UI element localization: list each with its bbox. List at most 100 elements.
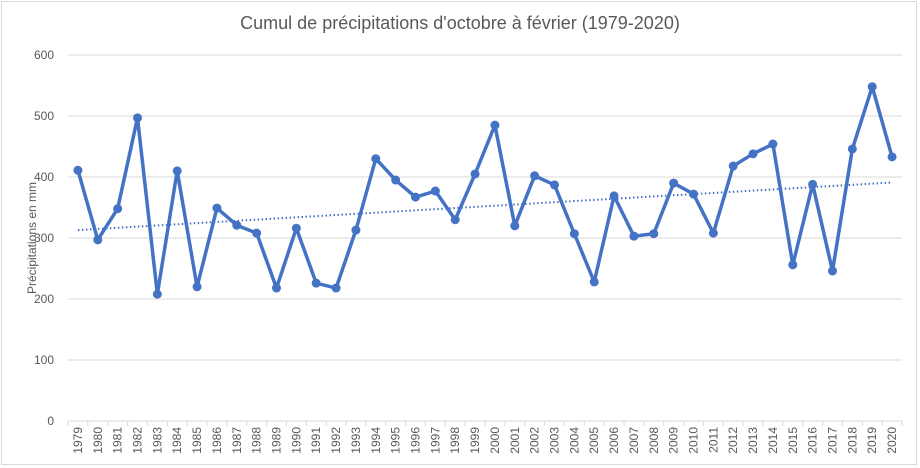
data-point	[748, 149, 758, 159]
data-point	[93, 235, 103, 245]
x-tick-label: 2015	[786, 427, 800, 454]
x-tick-label: 2019	[865, 427, 879, 454]
y-tick-label: 600	[34, 48, 54, 62]
data-point	[669, 178, 679, 188]
x-tick-label: 2007	[627, 427, 641, 454]
y-tick-labels: 0 100 200 300 400 500 600	[34, 48, 54, 428]
data-point	[450, 215, 460, 225]
data-point	[212, 203, 222, 213]
data-point	[272, 283, 281, 293]
x-tick-label: 1999	[468, 427, 482, 454]
data-point	[629, 231, 639, 241]
data-point	[609, 191, 619, 201]
data-point	[867, 82, 877, 92]
x-tick-label: 1991	[309, 427, 323, 454]
data-point	[133, 113, 142, 123]
data-point	[311, 278, 321, 288]
x-tick-label: 1983	[150, 427, 164, 454]
x-tick-label: 2001	[508, 427, 522, 454]
data-point	[371, 154, 381, 164]
x-tick-label: 2020	[885, 427, 899, 454]
data-point	[252, 228, 262, 238]
y-tick-label: 400	[34, 170, 54, 184]
x-tick-label: 2016	[806, 427, 820, 454]
data-point	[530, 171, 540, 181]
y-tick-label: 200	[34, 292, 54, 306]
x-tick-label: 1984	[170, 427, 184, 454]
data-point	[152, 289, 162, 299]
data-point	[550, 180, 559, 190]
x-tick-label: 1993	[349, 427, 363, 454]
chart-title: Cumul de précipitations d'octobre à févr…	[240, 13, 680, 33]
x-tick-label: 2004	[567, 427, 581, 454]
x-tick-label: 2006	[607, 427, 621, 454]
x-tick-label: 2000	[488, 427, 502, 454]
data-point	[172, 166, 182, 176]
data-point	[808, 179, 818, 189]
series-group	[73, 82, 897, 299]
y-axis-label: Précipitations en mm	[25, 182, 39, 294]
x-tick-label: 1996	[409, 427, 423, 454]
x-tick-label: 2005	[587, 427, 601, 454]
data-point	[828, 266, 837, 276]
y-tick-label: 500	[34, 109, 54, 123]
data-point	[411, 192, 420, 202]
data-point	[73, 165, 83, 175]
x-tick-label: 2003	[548, 427, 562, 454]
data-point	[391, 175, 401, 185]
x-tick-label: 1982	[131, 427, 145, 454]
data-point	[490, 120, 500, 130]
data-point	[788, 260, 798, 270]
data-point	[847, 144, 857, 154]
y-tick-label: 100	[34, 353, 54, 367]
y-tick-label: 300	[34, 231, 54, 245]
x-tick-label: 1988	[250, 427, 264, 454]
x-tick-label: 1981	[111, 427, 125, 454]
data-point	[569, 229, 579, 239]
data-point	[728, 161, 738, 171]
x-tick-label: 1995	[389, 427, 403, 454]
x-tick-label: 1992	[329, 427, 343, 454]
trendline-group	[77, 181, 893, 232]
x-tick-label: 2017	[826, 427, 840, 454]
data-point	[887, 152, 897, 162]
data-point	[589, 277, 599, 287]
data-point	[430, 186, 440, 196]
data-point	[689, 189, 698, 199]
x-tick-label: 1989	[270, 427, 284, 454]
x-tick-label: 2011	[706, 427, 720, 453]
gridlines	[68, 54, 902, 422]
x-tick-label: 1990	[289, 427, 303, 454]
data-point	[113, 204, 123, 214]
data-point	[232, 220, 242, 230]
data-point	[510, 221, 520, 231]
x-tick-label: 1986	[210, 427, 224, 454]
data-point	[708, 228, 718, 238]
data-point	[768, 139, 778, 149]
x-tick-label: 2013	[746, 427, 760, 454]
x-tick-label: 2010	[687, 427, 701, 454]
x-tick-label: 2002	[528, 427, 542, 454]
x-tick-label: 1985	[190, 427, 204, 454]
data-point	[470, 169, 480, 179]
data-point	[649, 229, 659, 239]
x-tick-label: 1987	[230, 427, 244, 454]
x-tick-label: 2012	[726, 427, 740, 454]
x-tick-label: 1998	[448, 427, 462, 454]
data-point	[331, 283, 341, 293]
x-tick-label: 2018	[845, 427, 859, 454]
y-tick-label: 0	[47, 414, 54, 428]
x-tick-labels: 1979 1980 1981 1982 1983 1984 1985 1986 1987 1988…	[67, 421, 903, 454]
data-point	[351, 225, 361, 235]
x-tick-label: 2008	[647, 427, 661, 454]
data-point	[291, 223, 301, 233]
x-tick-label: 1980	[91, 427, 105, 454]
trendline	[77, 181, 893, 232]
x-tick-label: 2014	[766, 427, 780, 454]
data-point	[192, 282, 202, 292]
x-tick-label: 1994	[369, 427, 383, 454]
x-tick-label: 2009	[667, 427, 681, 454]
x-tick-label: 1979	[71, 427, 85, 454]
